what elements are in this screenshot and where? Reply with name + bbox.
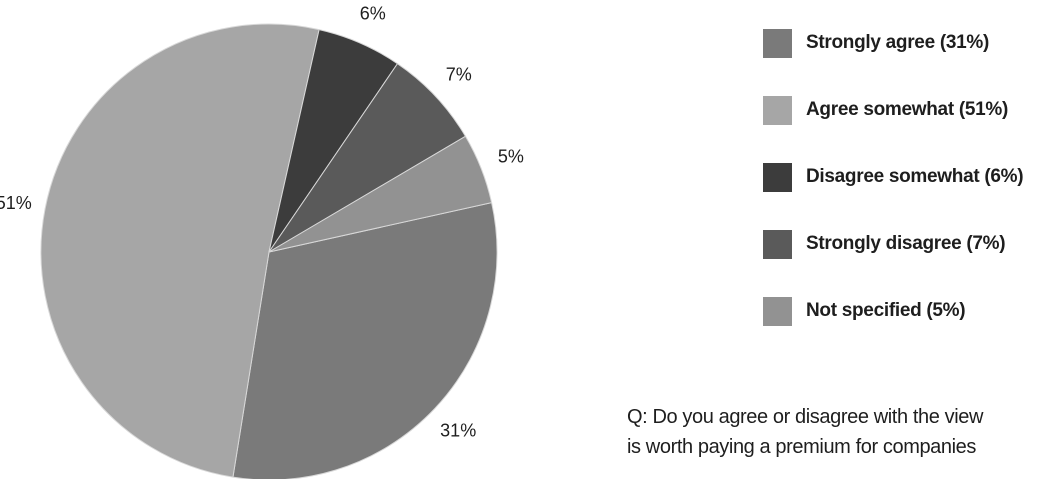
slice-label-strongly-agree: 31%	[440, 420, 476, 440]
legend-swatch-disagree-somewhat	[763, 162, 792, 192]
legend-swatch-strongly-disagree	[763, 229, 792, 259]
pie-slice-agree-somewhat	[40, 23, 320, 478]
legend-label-disagree-somewhat: Disagree somewhat (6%)	[806, 166, 1024, 187]
slice-label-strongly-disagree: 7%	[446, 64, 472, 84]
legend-label-agree-somewhat: Agree somewhat (51%)	[806, 99, 1009, 120]
legend-item-disagree-somewhat: Disagree somewhat (6%)	[763, 160, 1047, 194]
chart-legend: Strongly agree (31%) Agree somewhat (51%…	[763, 26, 1047, 361]
survey-question: Q: Do you agree or disagree with the vie…	[627, 402, 1047, 462]
legend-item-not-specified: Not specified (5%)	[763, 294, 1047, 328]
survey-question-line-1: Q: Do you agree or disagree with the vie…	[627, 406, 984, 428]
survey-question-line-2: is worth paying a premium for companies	[627, 436, 976, 458]
legend-item-agree-somewhat: Agree somewhat (51%)	[763, 93, 1047, 127]
pie-slice-not-specified	[268, 135, 493, 253]
legend-label-strongly-agree: Strongly agree (31%)	[806, 32, 989, 53]
slice-label-not-specified: 5%	[498, 147, 524, 167]
legend-swatch-agree-somewhat	[763, 95, 792, 125]
legend-item-strongly-disagree: Strongly disagree (7%)	[763, 227, 1047, 261]
legend-label-not-specified: Not specified (5%)	[806, 300, 966, 321]
slice-label-agree-somewhat: 51%	[0, 193, 32, 213]
legend-label-strongly-disagree: Strongly disagree (7%)	[806, 233, 1006, 254]
slice-label-disagree-somewhat: 6%	[360, 4, 386, 24]
legend-swatch-not-specified	[763, 296, 792, 326]
legend-item-strongly-agree: Strongly agree (31%)	[763, 26, 1047, 60]
legend-swatch-strongly-agree	[763, 28, 792, 58]
